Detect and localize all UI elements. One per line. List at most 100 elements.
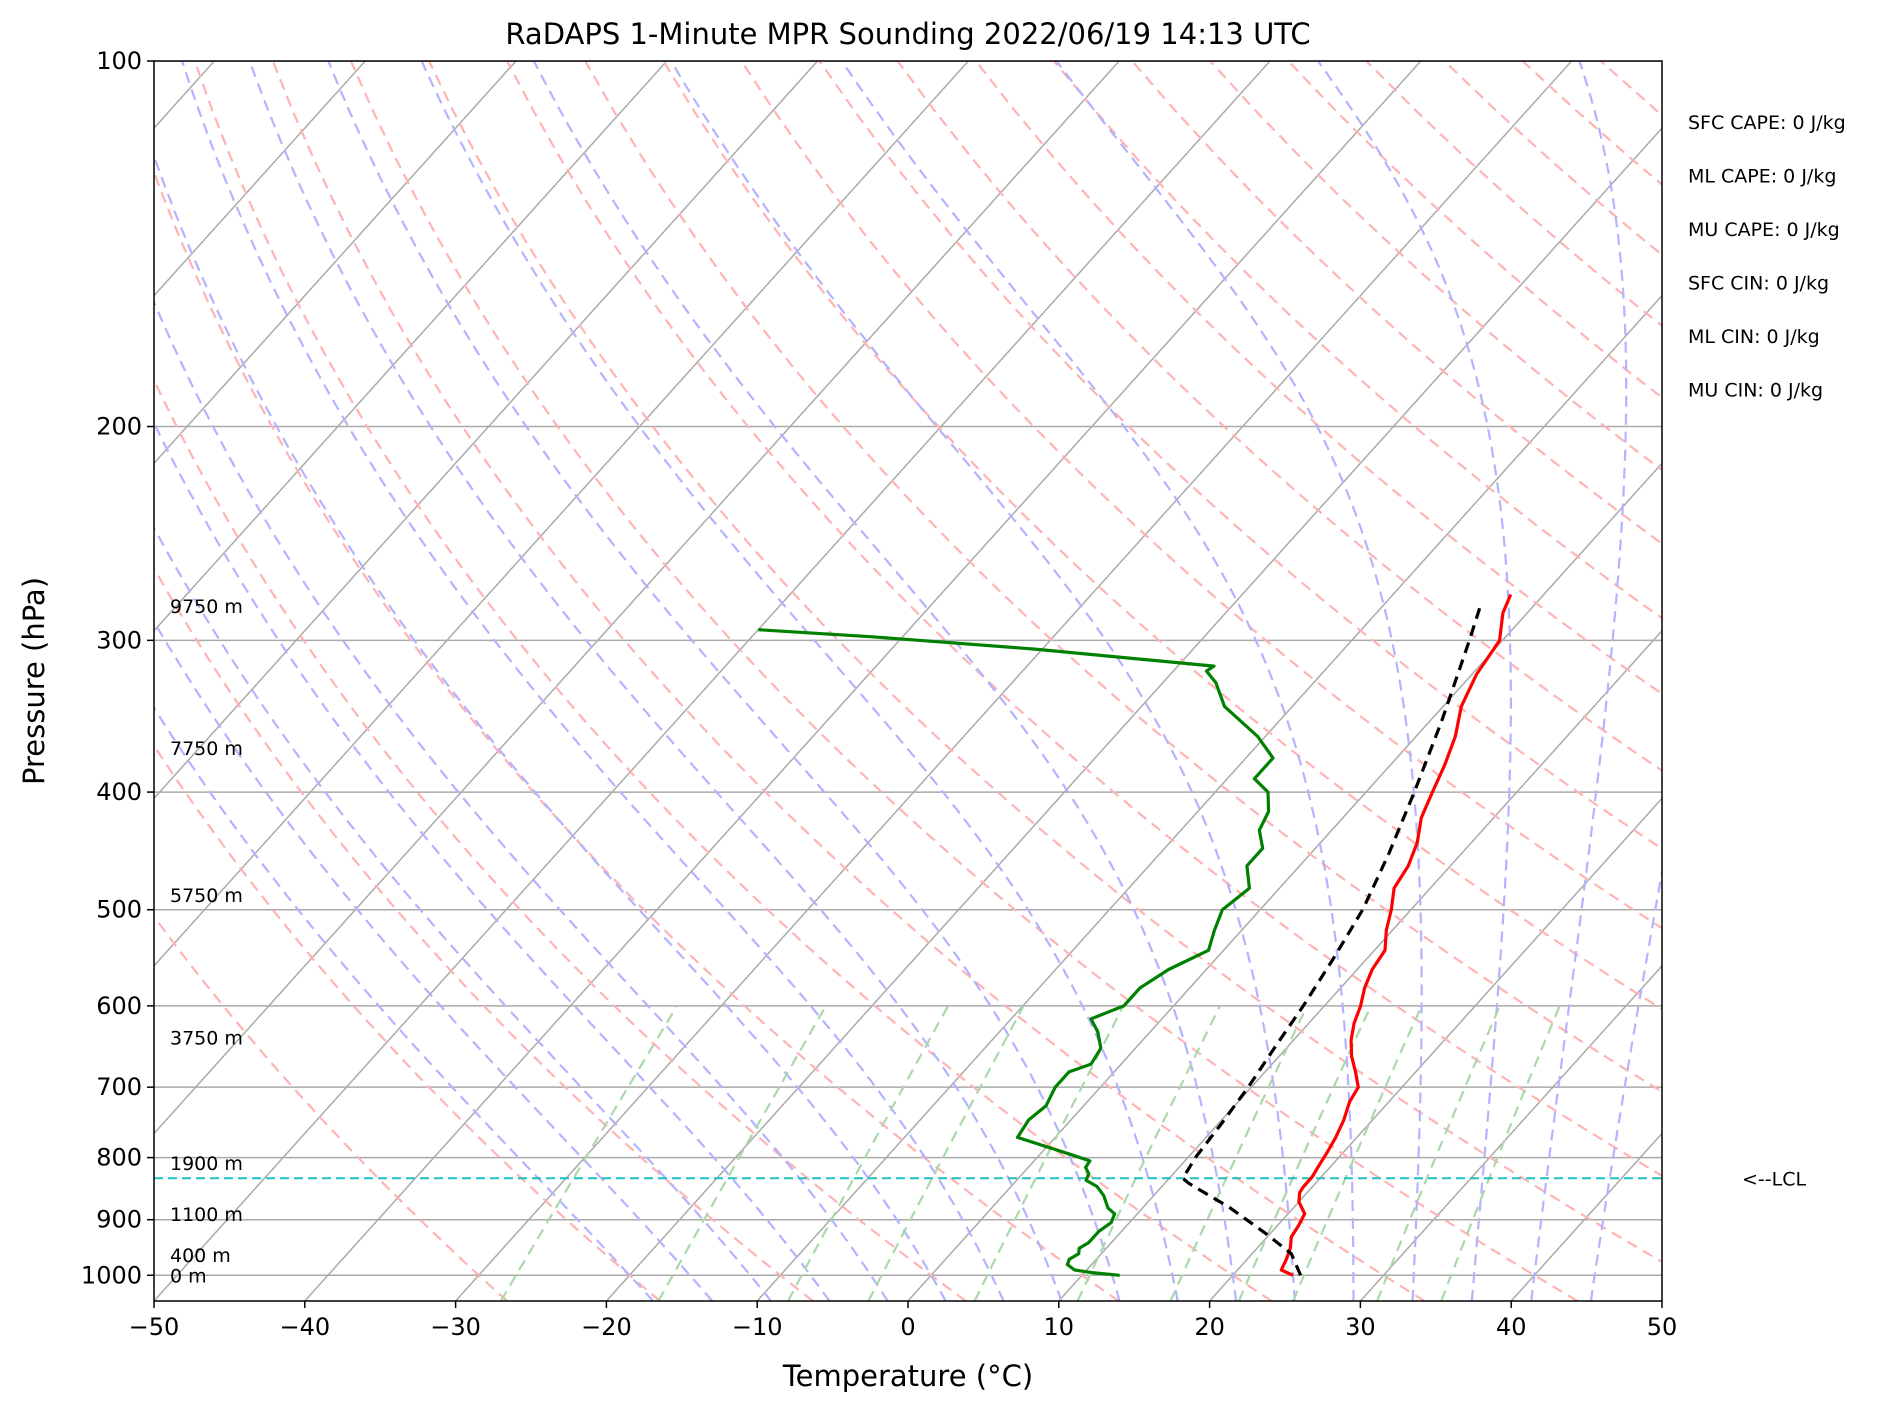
dry-adiabat-line <box>1053 61 1662 620</box>
isotherm-line <box>605 126 1662 1301</box>
dry-adiabat-line <box>1757 61 1882 1301</box>
isotherm-line <box>1661 1299 1662 1301</box>
background-lines <box>154 61 1882 1301</box>
stat-annotation: ML CIN: 0 J/kg <box>1688 326 1820 348</box>
isotherm-line <box>154 61 366 297</box>
dry-adiabat-line <box>154 377 967 1301</box>
dry-adiabat-line <box>154 743 661 1301</box>
isotherm-line <box>154 61 969 968</box>
plot-frame <box>153 60 1663 1302</box>
stability-indices: SFC CAPE: 0 J/kg ML CAPE: 0 J/kg MU CAPE: … <box>1688 112 1846 402</box>
mixing-ratio-line <box>1076 1005 1221 1301</box>
isotherm-line <box>154 61 517 465</box>
y-tick-label: 300 <box>96 626 142 654</box>
mixing-ratio-line <box>1376 1005 1501 1301</box>
y-tick-label: 800 <box>96 1144 142 1172</box>
moist-adiabat-line <box>154 420 831 1301</box>
moist-adiabat-line <box>670 61 1296 1301</box>
mixing-ratio-line <box>1440 1005 1561 1301</box>
x-tick-label: −20 <box>581 1313 632 1341</box>
parcel-trace <box>1181 603 1483 1276</box>
dry-adiabat-line <box>271 61 1426 1301</box>
isotherm-line <box>154 61 819 800</box>
height-label: 7750 m <box>170 738 243 760</box>
height-label: 0 m <box>170 1265 207 1287</box>
y-tick-label: 400 <box>96 778 142 806</box>
stat-annotation: ML CAPE: 0 J/kg <box>1688 166 1836 188</box>
isotherm-line <box>1058 629 1662 1301</box>
temperature-trace <box>1279 593 1513 1277</box>
moist-adiabat-line <box>327 61 1121 1301</box>
stat-annotation: SFC CAPE: 0 J/kg <box>1688 112 1846 134</box>
moist-adiabat-line <box>532 61 1238 1301</box>
moist-adiabat-line <box>1530 61 1628 1301</box>
dry-adiabat-line <box>662 61 1662 1011</box>
x-axis-label: Temperature (°C) <box>782 1359 1033 1393</box>
x-tick-label: 0 <box>900 1313 915 1341</box>
dry-adiabat-line <box>1131 61 1662 545</box>
y-tick-label: 700 <box>96 1073 142 1101</box>
mixing-ratio-line <box>1169 1005 1308 1301</box>
moist-adiabat-line <box>154 619 714 1301</box>
mixing-ratio-line <box>973 1005 1125 1301</box>
mixing-ratio-line <box>787 1005 950 1301</box>
moist-adiabat-line <box>181 61 1005 1301</box>
isotherm-line <box>304 61 1422 1301</box>
dewpoint-trace <box>758 628 1275 1277</box>
isotherm-line <box>455 61 1573 1301</box>
y-axis-ticks: 100 200 300 400 500 600 700 800 900 1000 <box>81 47 154 1289</box>
dry-adiabat-line <box>428 61 1662 1264</box>
isotherm-line <box>907 462 1662 1301</box>
dry-adiabat-line <box>818 61 1662 851</box>
height-label: 1100 m <box>170 1204 243 1226</box>
isotherm-line <box>1209 797 1662 1301</box>
moist-adiabat-line <box>1317 61 1512 1301</box>
dry-adiabat-line <box>584 61 1662 1093</box>
height-label: 400 m <box>170 1245 231 1267</box>
dry-adiabat-line <box>349 61 1579 1301</box>
dry-adiabat-line <box>1209 61 1662 472</box>
mixing-ratio-line <box>499 1005 678 1301</box>
moist-adiabat-line <box>1055 61 1423 1301</box>
dry-adiabat-line <box>193 61 1273 1301</box>
dry-adiabat-line <box>740 61 1662 930</box>
x-axis-ticks: −50 −40 −30 −20 −10 0 10 20 30 40 50 <box>129 1301 1678 1341</box>
mixing-ratio-line <box>1292 1005 1423 1301</box>
chart-title: RaDAPS 1-Minute MPR Sounding 2022/06/19 … <box>505 17 1310 51</box>
stat-annotation: MU CAPE: 0 J/kg <box>1688 219 1840 241</box>
moist-adiabat-line <box>154 705 654 1301</box>
x-tick-label: −30 <box>430 1313 481 1341</box>
height-label: 5750 m <box>170 885 243 907</box>
y-tick-label: 100 <box>96 47 142 75</box>
moist-adiabat-line <box>420 61 1179 1301</box>
isotherm-line <box>1359 964 1662 1301</box>
dry-adiabat-line <box>154 169 1120 1301</box>
mixing-ratio-line <box>657 1005 827 1301</box>
stat-annotation: MU CIN: 0 J/kg <box>1688 380 1823 402</box>
dry-adiabat-line <box>896 61 1662 772</box>
moist-adiabat-line <box>248 61 1063 1301</box>
x-tick-label: −50 <box>129 1313 180 1341</box>
y-tick-label: 500 <box>96 896 142 924</box>
sounding-traces <box>154 593 1662 1277</box>
moist-adiabat-line <box>840 61 1355 1301</box>
x-tick-label: 20 <box>1194 1313 1225 1341</box>
dry-adiabat-line <box>154 914 508 1301</box>
mixing-ratio-line <box>1237 1005 1372 1301</box>
lcl-label: <--LCL <box>1742 1168 1806 1190</box>
isotherm-line <box>154 61 668 632</box>
isotherm-line <box>154 61 1120 1135</box>
dry-adiabat-line <box>1521 61 1662 187</box>
x-tick-label: 50 <box>1647 1313 1678 1341</box>
isotherm-line <box>756 294 1662 1301</box>
x-tick-label: 40 <box>1496 1313 1527 1341</box>
y-axis-label: Pressure (hPa) <box>17 577 51 785</box>
x-tick-label: −40 <box>279 1313 330 1341</box>
y-tick-label: 600 <box>96 992 142 1020</box>
dry-adiabat-line <box>1835 61 1882 1301</box>
height-label: 9750 m <box>170 596 243 618</box>
moist-adiabat-line <box>154 525 772 1301</box>
moist-adiabat-line <box>154 152 947 1301</box>
dry-adiabat-line <box>506 61 1662 1178</box>
